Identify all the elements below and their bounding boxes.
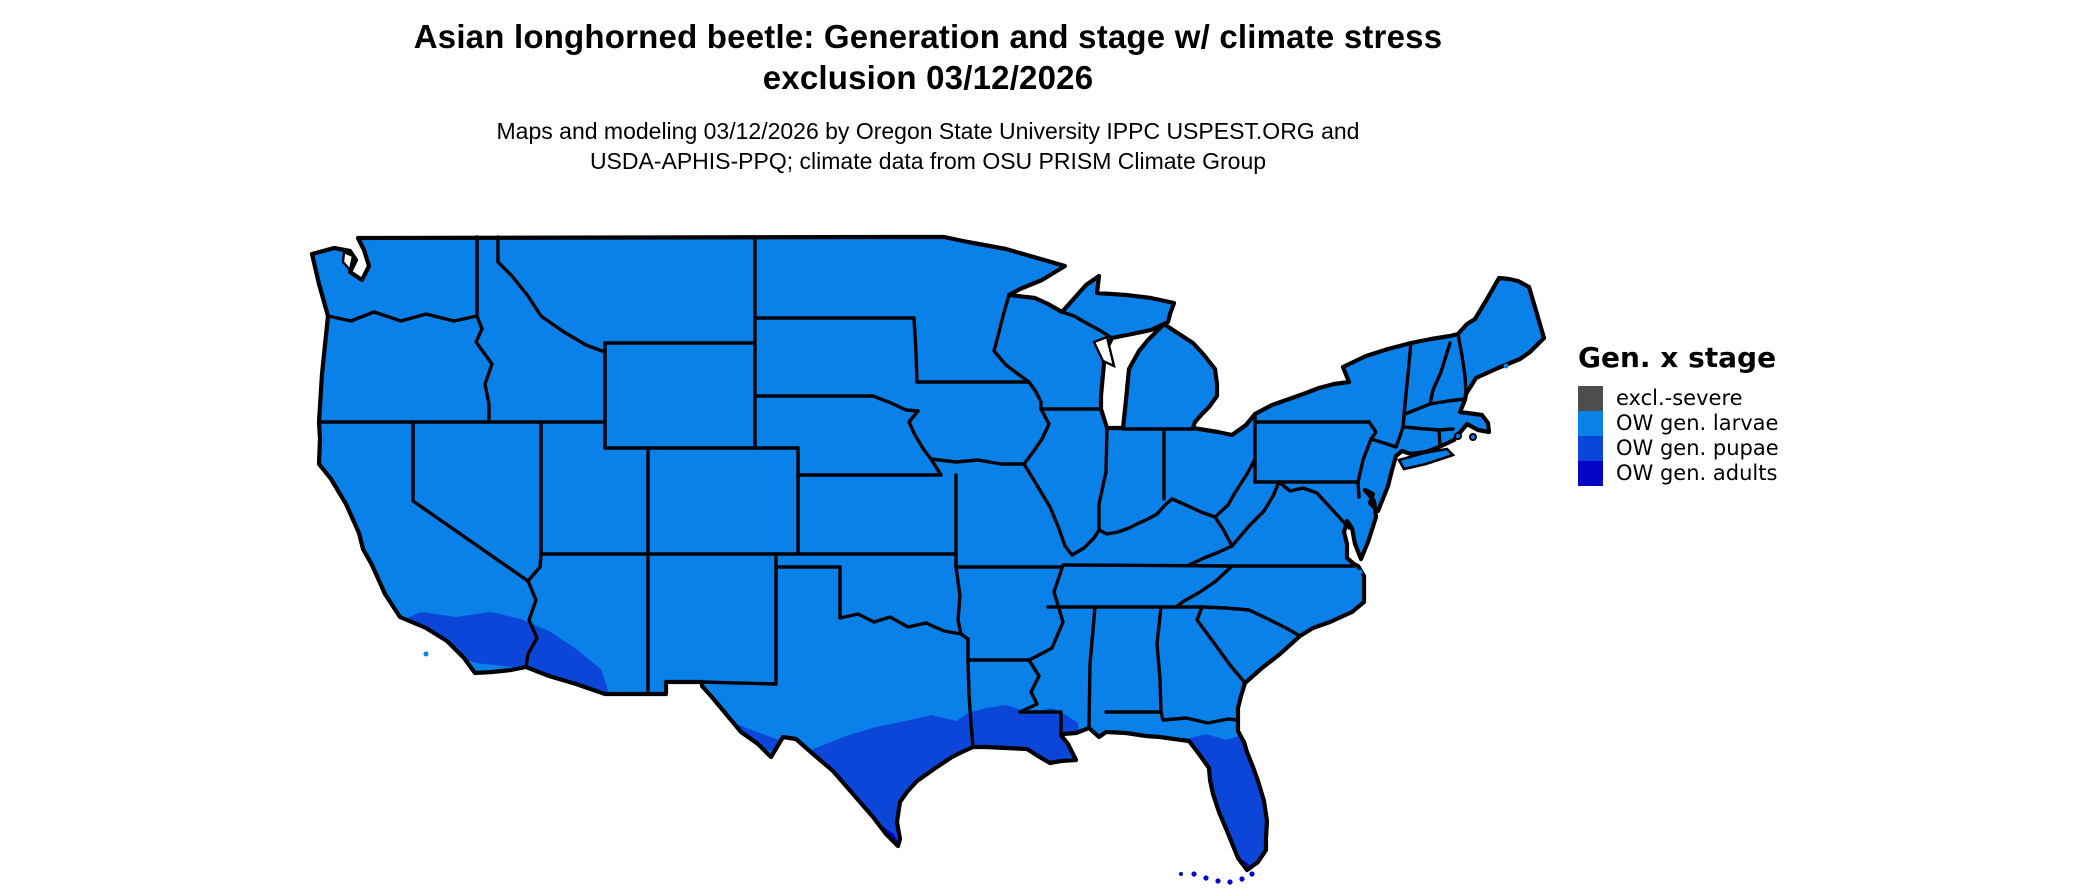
legend-item-label: OW gen. adults — [1616, 461, 1778, 485]
us-map-svg — [306, 224, 1551, 885]
title-line-1: Asian longhorned beetle: Generation and … — [413, 18, 1443, 55]
legend-labels: excl.-severe OW gen. larvae OW gen. pupa… — [1616, 386, 1779, 486]
state-border-line — [700, 680, 778, 686]
state-border-line — [1063, 563, 1234, 568]
state-border-line — [1018, 710, 1063, 737]
florida-keys-islet — [1239, 876, 1245, 882]
state-border-line — [326, 310, 479, 323]
channel-island — [423, 651, 429, 657]
florida-keys — [1179, 871, 1255, 885]
florida-keys-islet — [1179, 872, 1183, 876]
state-border-line — [912, 316, 919, 384]
state-border-line — [1369, 437, 1398, 449]
page-title: Asian longhorned beetle: Generation and … — [228, 16, 1628, 98]
maine-coast-island — [1503, 363, 1509, 369]
state-border-line — [1027, 380, 1043, 411]
state-border-line — [1070, 497, 1174, 557]
state-border-line — [1022, 407, 1051, 466]
pupae-region-texas-gulf — [736, 705, 1080, 850]
state-border-line — [1027, 563, 1065, 662]
florida-keys-islet — [1249, 871, 1255, 877]
islands — [423, 363, 1509, 657]
subtitle-line-1: Maps and modeling 03/12/2026 by Oregon S… — [496, 118, 1360, 144]
state-border-line — [1097, 426, 1109, 532]
florida-keys-islet — [1215, 878, 1221, 884]
state-border-line — [496, 235, 607, 354]
legend-rows: excl.-severe OW gen. larvae OW gen. pupa… — [1578, 386, 1878, 486]
state-border-line — [1018, 658, 1041, 714]
map-legend: Gen. x stage excl.-severe OW gen. larvae… — [1578, 341, 1878, 486]
florida-keys-islet — [1191, 871, 1197, 877]
state-border-line — [1060, 310, 1114, 340]
state-border-line — [524, 579, 539, 669]
state-border-line — [1230, 480, 1281, 548]
state-border-line — [966, 658, 975, 749]
state-border-line — [1437, 428, 1442, 448]
pupae-region-southwest-deserts — [394, 612, 609, 693]
state-border-line — [1428, 341, 1452, 406]
long-island — [1397, 447, 1456, 471]
state-border-line — [1456, 332, 1468, 396]
state-border-line — [992, 293, 1031, 384]
legend-swatches — [1578, 386, 1603, 486]
state-border-line — [1213, 457, 1257, 519]
legend-swatch-ow-gen-larvae — [1578, 411, 1603, 436]
marthas-vineyard-island — [1454, 432, 1462, 440]
green-bay-water — [1092, 335, 1116, 369]
state-border-line — [929, 457, 1026, 466]
nantucket-island — [1469, 433, 1477, 441]
state-border-line — [1277, 480, 1351, 530]
state-border-line — [1170, 497, 1217, 519]
legend-swatch-excl-severe — [1578, 386, 1603, 411]
pupae-region-florida — [1182, 734, 1268, 870]
legend-item-label: OW gen. pupae — [1616, 436, 1779, 460]
state-border-line — [411, 420, 530, 583]
puget-sound-water — [341, 250, 355, 273]
state-border-line — [1394, 341, 1413, 449]
page-subtitle: Maps and modeling 03/12/2026 by Oregon S… — [228, 116, 1628, 176]
state-border-line — [1213, 515, 1234, 548]
state-border-line — [1087, 605, 1097, 730]
state-border-line — [954, 565, 963, 636]
us-stage-map — [306, 224, 1551, 888]
legend-title: Gen. x stage — [1578, 341, 1777, 374]
state-border-line — [1195, 605, 1247, 685]
state-border-line — [526, 552, 543, 583]
water-details — [341, 250, 1116, 369]
florida-keys-islet — [1203, 875, 1209, 881]
state-border-line — [753, 394, 920, 413]
state-border-line — [907, 409, 943, 477]
state-border-line — [1174, 564, 1234, 609]
state-border-line — [1356, 480, 1361, 499]
legend-item-label: OW gen. larvae — [1616, 411, 1779, 435]
legend-swatch-ow-gen-pupae — [1578, 436, 1603, 461]
state-border-line — [1155, 605, 1163, 714]
legend-swatch-ow-gen-adults — [1578, 461, 1603, 486]
state-border-line — [1187, 544, 1234, 567]
state-border-line — [1402, 425, 1455, 432]
state-border-line — [1200, 605, 1302, 638]
legend-item-label: excl.-severe — [1616, 386, 1743, 410]
outer-banks-islet — [1357, 569, 1363, 575]
subtitle-line-2: USDA-APHIS-PPQ; climate data from OSU PR… — [589, 148, 1267, 174]
state-border-line — [474, 314, 494, 424]
state-border-line — [1403, 397, 1467, 416]
state-borders — [317, 235, 1468, 749]
state-border-line — [1022, 462, 1074, 557]
state-border-line — [1159, 710, 1240, 725]
title-line-2: exclusion 03/12/2026 — [762, 59, 1094, 96]
florida-keys-islet — [1227, 879, 1233, 885]
state-border-line — [838, 612, 970, 641]
